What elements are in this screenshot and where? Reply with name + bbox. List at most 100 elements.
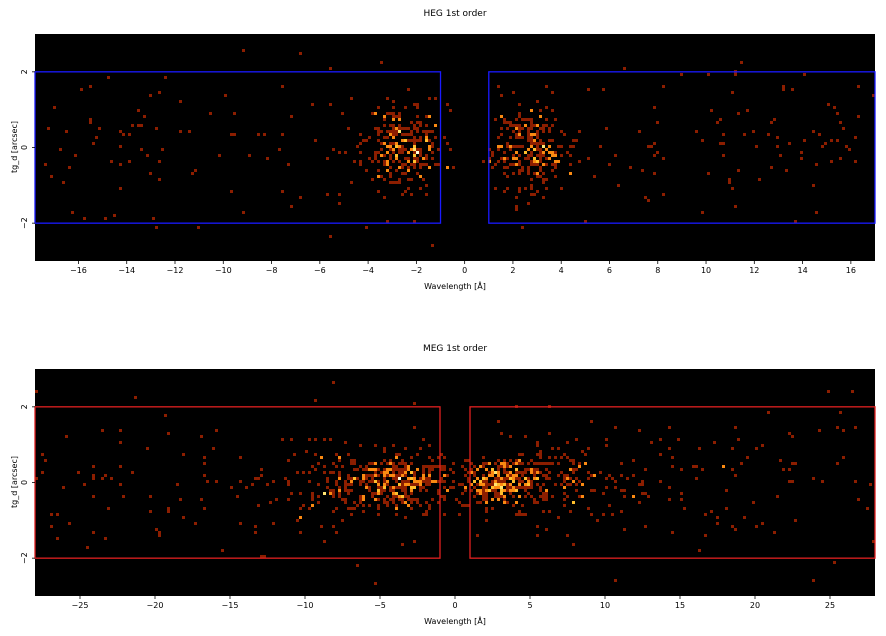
heg-count-cell [416,121,419,124]
meg-count-cell [482,498,485,501]
heg-count-cell [518,172,521,175]
heg-count-cell [527,169,530,172]
heg-count-cell [569,172,572,175]
heg-count-cell [527,130,530,133]
meg-count-cell [428,483,431,486]
meg-count-cell [356,468,359,471]
heg-count-cell [287,163,290,166]
heg-count-cell [401,151,404,154]
heg-count-cell [401,127,404,130]
meg-count-cell [383,471,386,474]
meg-count-cell [413,426,416,429]
meg-count-cell [569,510,572,513]
meg-count-cell [839,411,842,414]
heg-count-cell [422,163,425,166]
meg-count-cell [812,477,815,480]
meg-count-cell [431,459,434,462]
heg-count-cell [509,124,512,127]
meg-count-cell [407,498,410,501]
heg-count-cell [428,115,431,118]
meg-count-cell [182,516,185,519]
meg-count-cell [503,477,506,480]
meg-count-cell [392,486,395,489]
meg-count-cell [389,486,392,489]
meg-count-cell [437,465,440,468]
meg-count-cell [476,501,479,504]
heg-count-cell [578,130,581,133]
heg-count-cell [542,124,545,127]
meg-count-cell [410,486,413,489]
heg-count-cell [530,160,533,163]
meg-count-cell [497,495,500,498]
meg-count-cell [356,504,359,507]
heg-count-cell [542,151,545,154]
meg-count-cell [530,468,533,471]
meg-count-cell [167,510,170,513]
meg-count-cell [203,507,206,510]
meg-x-tick-label: 5 [527,601,532,610]
meg-count-cell [734,426,737,429]
heg-count-cell [539,127,542,130]
meg-count-cell [539,489,542,492]
meg-count-cell [362,495,365,498]
meg-count-cell [83,483,86,486]
meg-count-cell [416,468,419,471]
heg-x-tick-label: 4 [559,266,564,275]
heg-count-cell [362,139,365,142]
meg-count-cell [575,489,578,492]
heg-count-cell [500,157,503,160]
meg-count-cell [611,513,614,516]
meg-count-cell [833,561,836,564]
meg-count-cell [755,525,758,528]
meg-count-cell [614,579,617,582]
heg-count-cell [392,142,395,145]
meg-count-cell [443,465,446,468]
heg-count-cell [548,139,551,142]
meg-count-cell [704,534,707,537]
heg-count-cell [545,106,548,109]
heg-count-cell [338,193,341,196]
heg-count-cell [431,142,434,145]
heg-count-cell [398,166,401,169]
heg-count-cell [377,160,380,163]
meg-count-cell [506,471,509,474]
meg-count-cell [779,459,782,462]
heg-count-cell [68,166,71,169]
meg-count-cell [533,477,536,480]
heg-count-cell [374,127,377,130]
heg-count-cell [530,163,533,166]
heg-count-cell [413,157,416,160]
meg-count-cell [134,396,137,399]
heg-count-cell [410,130,413,133]
heg-count-cell [428,139,431,142]
meg-count-cell [392,468,395,471]
meg-count-cell [350,513,353,516]
meg-count-cell [509,483,512,486]
heg-count-cell [815,163,818,166]
heg-count-cell [419,163,422,166]
meg-count-cell [422,477,425,480]
meg-count-cell [272,522,275,525]
meg-count-cell [443,480,446,483]
heg-count-cell [374,151,377,154]
meg-count-cell [254,531,257,534]
heg-count-cell [785,169,788,172]
heg-count-cell [539,142,542,145]
heg-count-cell [854,160,857,163]
heg-count-cell [542,196,545,199]
heg-count-cell [854,136,857,139]
meg-count-cell [560,456,563,459]
heg-count-cell [377,175,380,178]
meg-count-cell [542,462,545,465]
meg-count-cell [158,534,161,537]
meg-x-tick-label: −20 [147,601,164,610]
heg-count-cell [428,130,431,133]
heg-count-cell [401,145,404,148]
meg-count-cell [404,486,407,489]
meg-count-cell [491,471,494,474]
meg-count-cell [377,498,380,501]
meg-count-cell [377,468,380,471]
heg-count-cell [536,100,539,103]
meg-count-cell [557,516,560,519]
meg-count-cell [206,480,209,483]
